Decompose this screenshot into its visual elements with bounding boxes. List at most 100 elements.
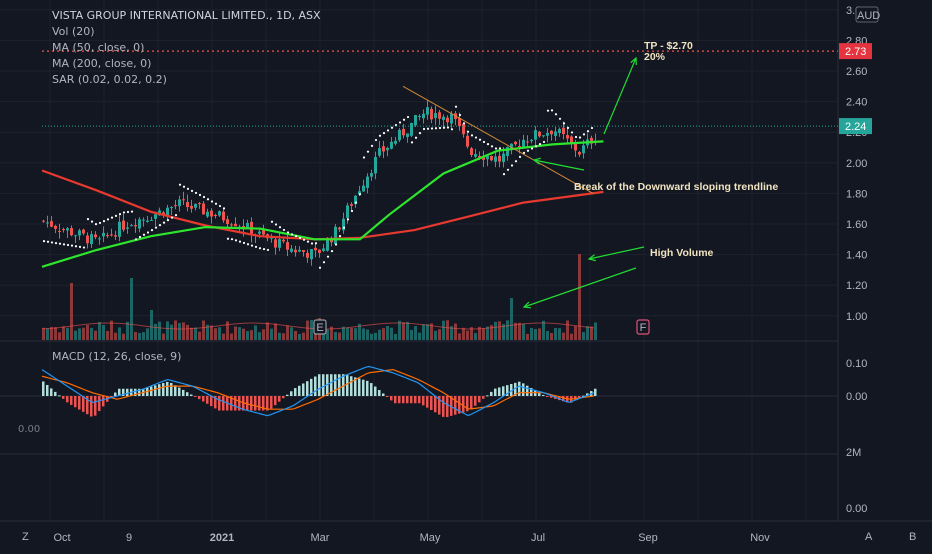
macd-histogram-bar [234, 396, 237, 411]
support-arrow [533, 159, 585, 171]
candle-body [466, 135, 469, 147]
macd-histogram-bar [86, 396, 89, 415]
sar-dot [586, 130, 590, 133]
sar-dot [578, 136, 582, 139]
candle-body [562, 127, 565, 135]
sar-dot [550, 109, 554, 112]
candle-body [194, 203, 197, 208]
last-price-badge [839, 118, 872, 135]
sar-dot [110, 216, 114, 219]
volume-bar [490, 325, 493, 340]
macd-histogram-bar [190, 394, 193, 396]
sar-dot [98, 221, 102, 225]
sar-dot [178, 183, 182, 186]
sar-dot [370, 144, 374, 147]
macd-histogram-bar [98, 396, 101, 412]
macd-histogram-bar [582, 395, 585, 397]
sar-dot [82, 246, 86, 249]
sar-dot [138, 235, 142, 239]
candle-body [438, 112, 441, 119]
candle-body [546, 132, 549, 136]
volume-bar [262, 329, 265, 340]
volume-bar [314, 333, 317, 340]
sar-dot [422, 127, 426, 131]
sar-dot [210, 200, 214, 203]
candle-body [342, 218, 345, 231]
ma200-legend[interactable]: MA (200, close, 0) [52, 57, 152, 70]
sar-dot [350, 209, 354, 213]
macd-histogram-bar [454, 396, 457, 415]
sar-dot [222, 207, 226, 210]
macd-histogram-bar [526, 385, 529, 396]
price-tick: 1.40 [846, 250, 867, 262]
candle-body [306, 252, 309, 258]
candle-body [298, 249, 301, 252]
macd-histogram-bar [374, 386, 377, 396]
macd-line [41, 365, 595, 417]
candle-body [338, 227, 341, 230]
ma50-legend[interactable]: MA (50, close, 0) [52, 41, 145, 54]
macd-histogram-bar [498, 387, 501, 396]
candle-body [366, 176, 369, 188]
macd-tick: 0.00 [846, 391, 867, 403]
time-tick: Oct [53, 532, 70, 544]
sar-dot [202, 195, 206, 199]
price-tick: 1.80 [846, 188, 867, 200]
sar-dot [462, 122, 466, 125]
candle-body [226, 219, 229, 225]
candle-body [510, 143, 513, 149]
macd-histogram-bar [478, 396, 481, 403]
volume-bar [242, 328, 245, 340]
vol-legend[interactable]: Vol (20) [52, 25, 95, 38]
macd-histogram-bar [62, 396, 65, 399]
volume-bar [238, 327, 241, 340]
price-tick: 1.20 [846, 280, 867, 292]
sar-dot [134, 238, 138, 241]
candle-body [522, 139, 525, 148]
sar-dot [446, 126, 450, 129]
time-tick: May [420, 532, 441, 544]
volume-bar [506, 320, 509, 340]
sar-dot [150, 229, 154, 232]
macd-histogram-bar [266, 396, 269, 411]
volume-bar [170, 324, 173, 340]
candle-body [434, 113, 437, 119]
sar-dot [546, 109, 550, 112]
sar-dots [42, 105, 594, 269]
volume-bar [102, 325, 105, 340]
macd-histogram-bar [46, 384, 49, 396]
sar-dot [306, 240, 310, 243]
candle-body [398, 129, 401, 141]
volume-bar [590, 326, 593, 340]
candle-body [58, 230, 61, 232]
volume-bar [394, 333, 397, 340]
macd-histogram-bar [406, 396, 409, 404]
sar-legend[interactable]: SAR (0.02, 0.02, 0.2) [52, 73, 167, 86]
volume-bar [578, 254, 581, 340]
volume-bar [58, 332, 61, 340]
sar-dot [494, 147, 498, 150]
sar-dot [158, 224, 162, 227]
volume-label: High Volume [650, 247, 714, 259]
candle-body [314, 247, 317, 251]
sar-dot [166, 219, 170, 222]
volume-bar [378, 329, 381, 340]
candle-body [206, 211, 209, 217]
macd-histogram-bar [122, 388, 125, 396]
candle-body [410, 122, 413, 136]
grid [0, 0, 838, 520]
macd-legend[interactable]: MACD (12, 26, close, 9) [52, 350, 182, 363]
candle-body [590, 137, 593, 144]
symbol-title[interactable]: VISTA GROUP INTERNATIONAL LIMITED., 1D, … [52, 9, 321, 22]
volume-bar [470, 327, 473, 340]
time-tick: 2021 [210, 532, 234, 544]
macd-histogram-bar [310, 378, 313, 396]
volume-bar [418, 332, 421, 340]
financial-marker-box [636, 319, 650, 335]
sar-dot [470, 134, 474, 137]
macd-histogram-bar [442, 396, 445, 417]
volume-bar [390, 327, 393, 340]
high-volume-arrow [588, 246, 645, 260]
